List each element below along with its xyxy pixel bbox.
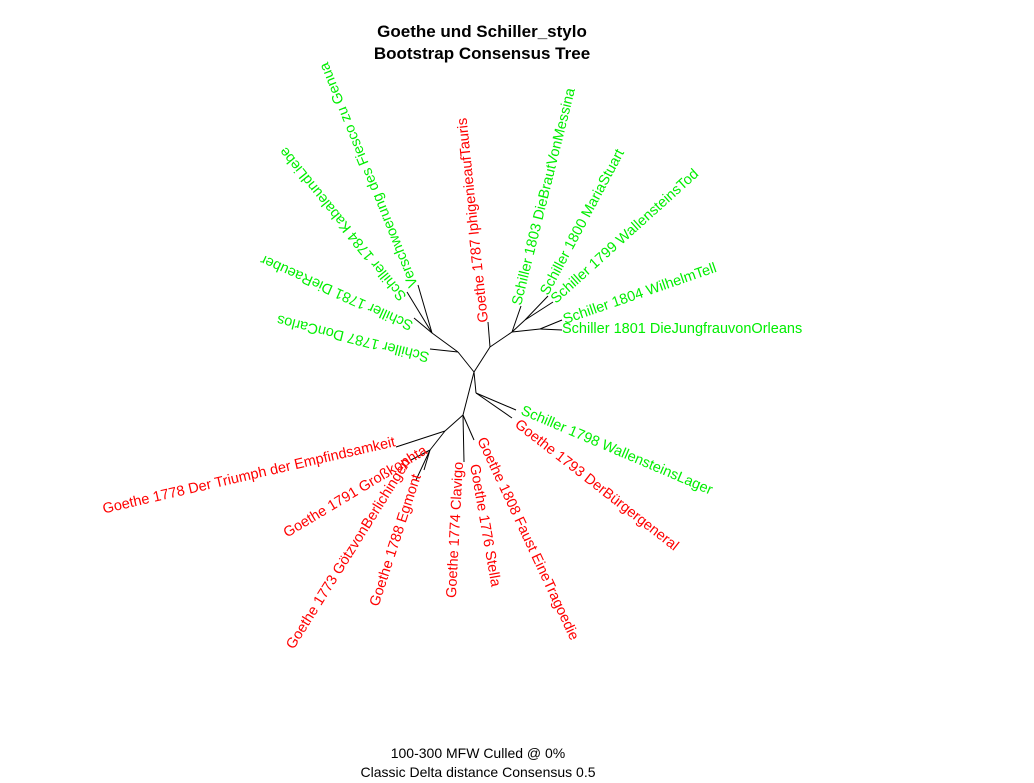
tree-edge: [462, 414, 475, 441]
tree-edge: [462, 371, 475, 416]
tree-edge: [444, 414, 464, 432]
leaf-label-jungfrau: Schiller 1801 DieJungfrauvonOrleans: [562, 321, 802, 337]
leaf-label-empfindsamkeit: Goethe 1778 Der Triumph der Empfindsamke…: [101, 434, 397, 517]
tree-edge: [473, 371, 477, 394]
leaf-label-braut: Schiller 1803 DieBrautVonMessina: [509, 86, 579, 307]
tree-edge: [475, 392, 513, 419]
tree-edge: [410, 449, 431, 461]
tree-edge: [511, 328, 541, 333]
tree-edge: [395, 430, 446, 448]
tree-edge: [511, 305, 522, 333]
tree-edge: [415, 449, 431, 481]
tree-edge: [413, 317, 433, 334]
tree-edge: [457, 351, 475, 373]
plot-caption-line2: Classic Delta distance Consensus 0.5: [360, 764, 595, 780]
leaf-labels: Goethe 1787 IphigenieaufTauris Schiller …: [101, 59, 802, 652]
leaf-label-clavigo: Goethe 1774 Clavigo: [444, 461, 467, 598]
tree-edge: [539, 319, 563, 330]
leaf-label-iphigenie: Goethe 1787 IphigenieaufTauris: [455, 117, 492, 323]
plot-title-line1: Goethe und Schiller_stylo: [377, 22, 587, 41]
tree-edge: [431, 332, 459, 353]
plot-title-line2: Bootstrap Consensus Tree: [374, 44, 590, 63]
tree-edge: [489, 331, 513, 348]
tree-edge: [524, 295, 549, 321]
tree-edge: [487, 321, 491, 348]
tree-edge: [429, 430, 446, 451]
tree-edges: [395, 284, 563, 481]
tree-edge: [423, 449, 431, 471]
tree-edge: [539, 328, 563, 331]
tree-edge: [524, 301, 554, 321]
tree-edge: [406, 291, 433, 334]
plot-caption-line1: 100-300 MFW Culled @ 0%: [391, 745, 566, 761]
tree-edge: [417, 284, 433, 334]
tree-edge: [475, 392, 517, 411]
tree-edge: [462, 414, 465, 463]
tree-edge: [473, 346, 491, 373]
tree-edge: [511, 319, 526, 333]
tree-edge: [429, 348, 459, 353]
